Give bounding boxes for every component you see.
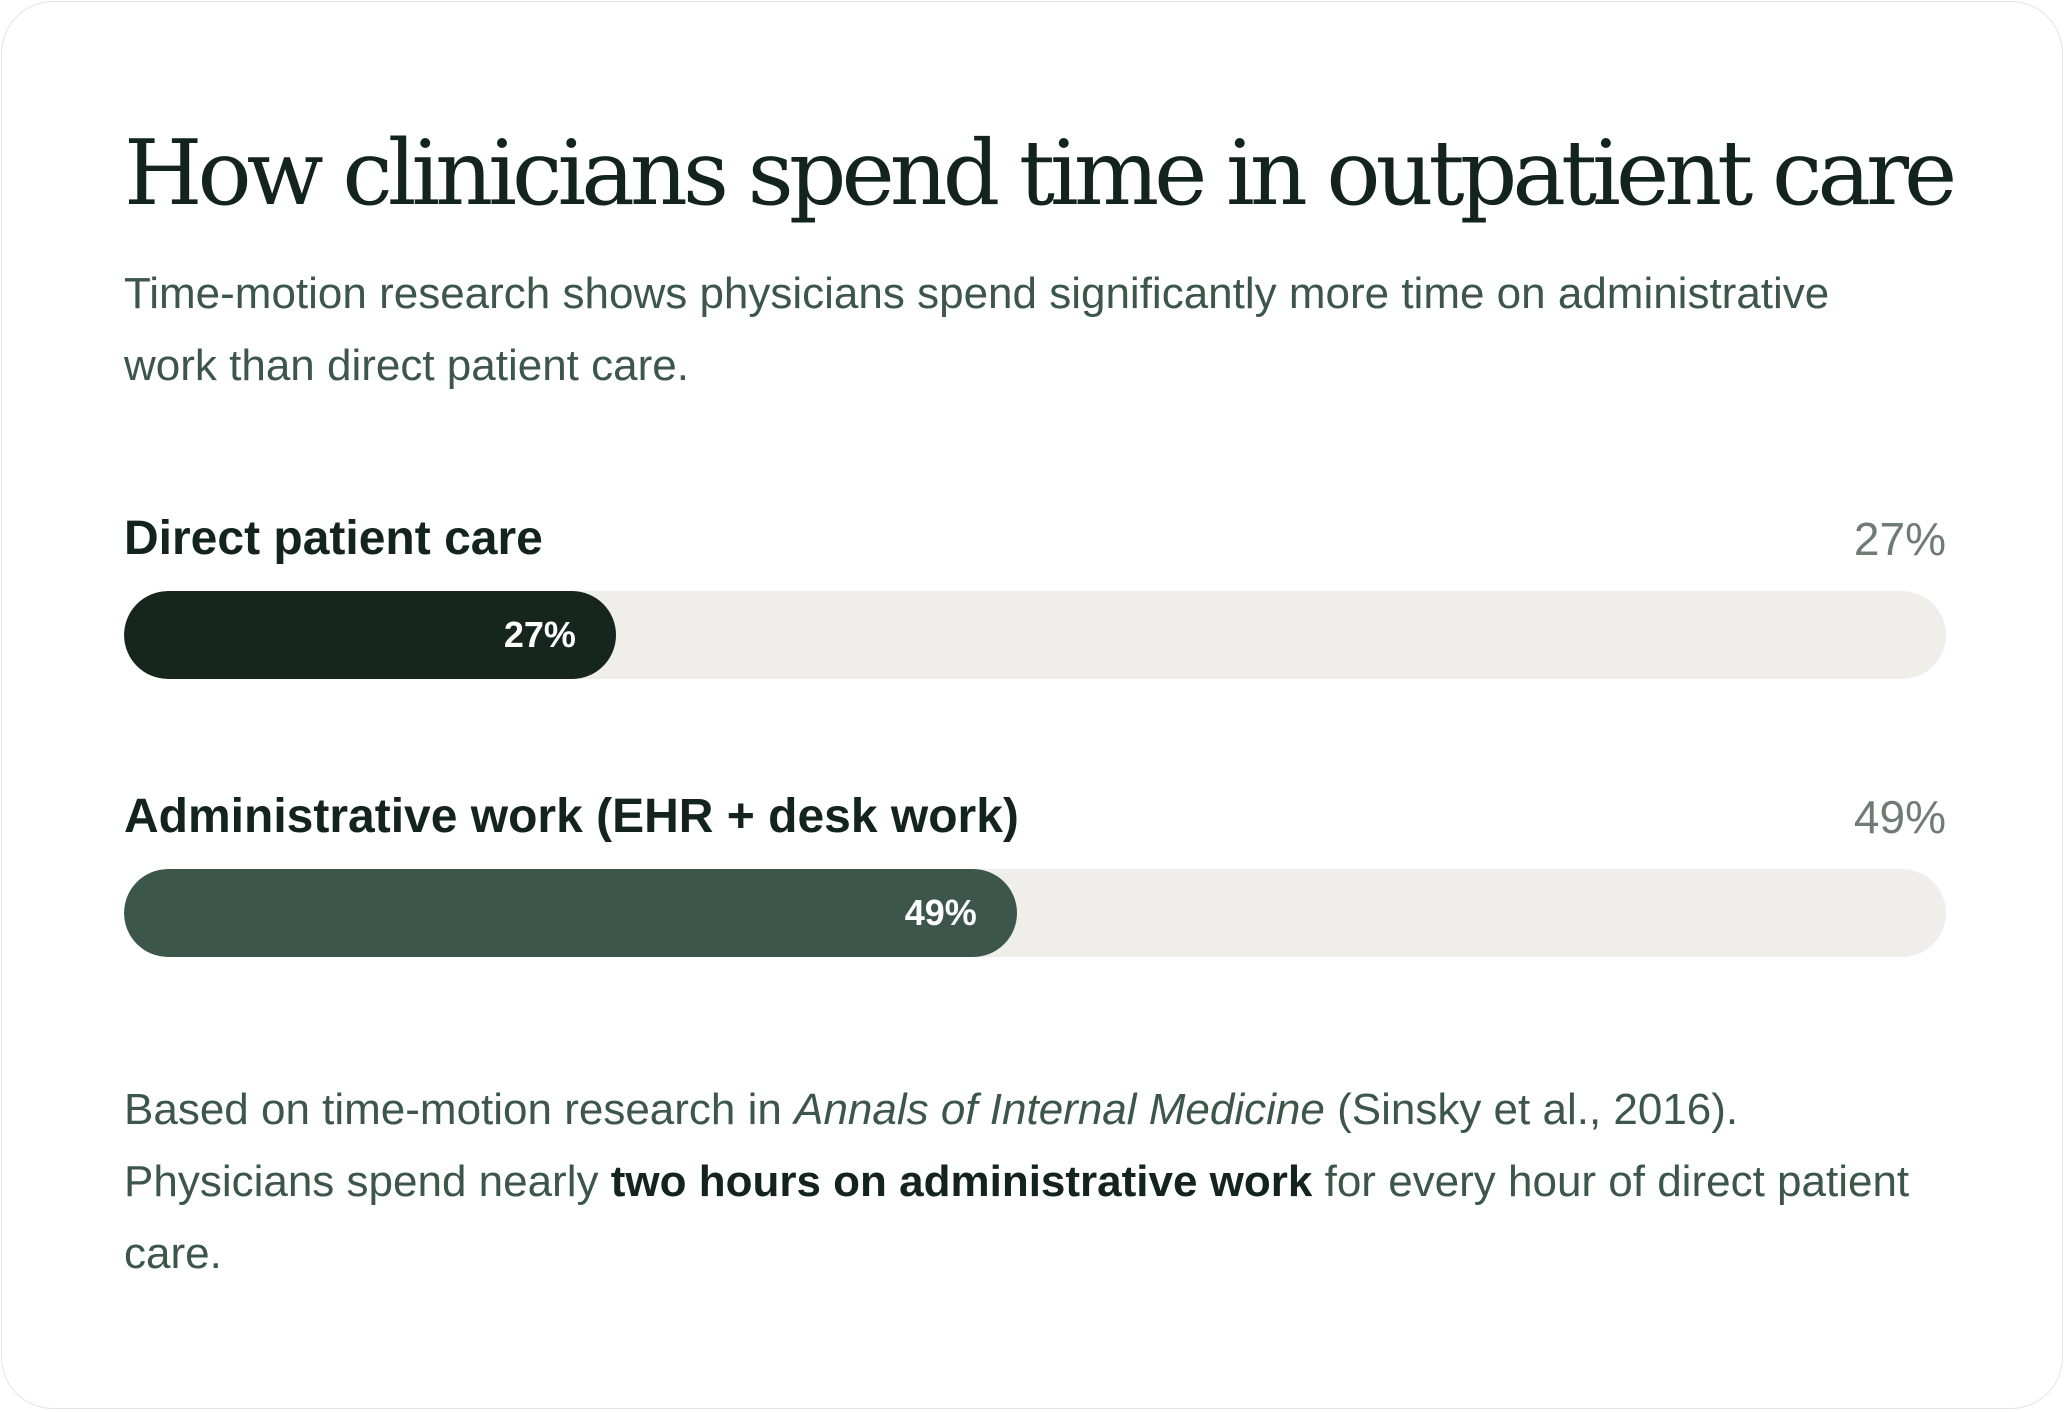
- bar-value: 27%: [1853, 513, 1946, 565]
- bar-label: Direct patient care: [124, 512, 543, 565]
- journal-name: Annals of Internal Medicine: [794, 1085, 1325, 1134]
- bar-track: 27%: [124, 591, 1946, 679]
- footnote-text: for every hour of direct patient care.: [124, 1157, 1910, 1278]
- chart-subtitle: Time-motion research shows physicians sp…: [124, 269, 1830, 390]
- source-footnote: Based on time-motion research in Annals …: [124, 1074, 1924, 1290]
- bar-fill: 49%: [124, 869, 1017, 957]
- bar-fill-label: 49%: [904, 892, 977, 933]
- bar-value: 49%: [1853, 791, 1946, 843]
- bar-fill: 27%: [124, 591, 616, 679]
- chart-title: How clinicians spend time in outpatient …: [124, 121, 1957, 226]
- footnote-text: (Sinsky et al., 2016). Physicians spend …: [124, 1085, 1739, 1206]
- footnote-text: Based on time-motion research in: [124, 1085, 795, 1134]
- footnote-emphasis: two hours on administrative work: [610, 1157, 1313, 1206]
- bar-track: 49%: [124, 869, 1946, 957]
- bar-fill-label: 27%: [503, 614, 576, 655]
- bar-label: Administrative work (EHR + desk work): [124, 790, 1019, 843]
